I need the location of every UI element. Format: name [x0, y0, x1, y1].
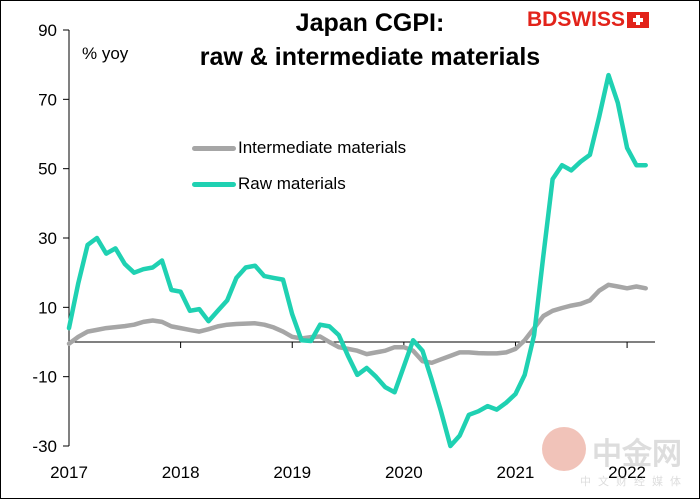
- x-tick-label: 2021: [497, 463, 535, 482]
- y-tick-label: 50: [38, 160, 57, 179]
- watermark-logo-icon: [542, 427, 586, 471]
- x-tick-label: 2022: [608, 463, 646, 482]
- legend-label-raw: Raw materials: [238, 174, 346, 193]
- series-line-intermediate: [66, 282, 648, 366]
- y-axis-label: % yoy: [82, 44, 129, 63]
- watermark: 中金网 中文财经媒体: [540, 425, 700, 499]
- chart-title-line-2: raw & intermediate materials: [199, 43, 541, 71]
- y-tick-label: 70: [38, 90, 57, 109]
- series-line-raw: [66, 72, 648, 449]
- x-tick-label: 2018: [162, 463, 200, 482]
- chart-title: Japan CGPI: raw & intermediate materials: [150, 6, 590, 74]
- legend-swatch-raw: [192, 182, 236, 187]
- legend-swatch-intermediate: [192, 146, 236, 151]
- swiss-flag-icon: [627, 12, 650, 28]
- y-tick-label: -10: [32, 368, 57, 387]
- y-tick-label: 30: [38, 229, 57, 248]
- x-tick-label: 2019: [273, 463, 311, 482]
- chart-title-line-1: Japan CGPI:: [295, 9, 445, 37]
- y-tick-label: 90: [38, 21, 57, 40]
- x-tick-label: 2020: [385, 463, 423, 482]
- brand-logo-text: BDSWISS: [527, 8, 626, 31]
- legend-label-intermediate: Intermediate materials: [238, 138, 407, 157]
- watermark-text: 中金网: [592, 437, 682, 472]
- watermark-subtext: 中文财经媒体: [580, 475, 688, 488]
- x-tick-label: 2017: [50, 463, 88, 482]
- brand-logo: BDSWISS: [527, 8, 650, 32]
- y-tick-label: -30: [32, 437, 57, 456]
- y-tick-label: 10: [38, 298, 57, 317]
